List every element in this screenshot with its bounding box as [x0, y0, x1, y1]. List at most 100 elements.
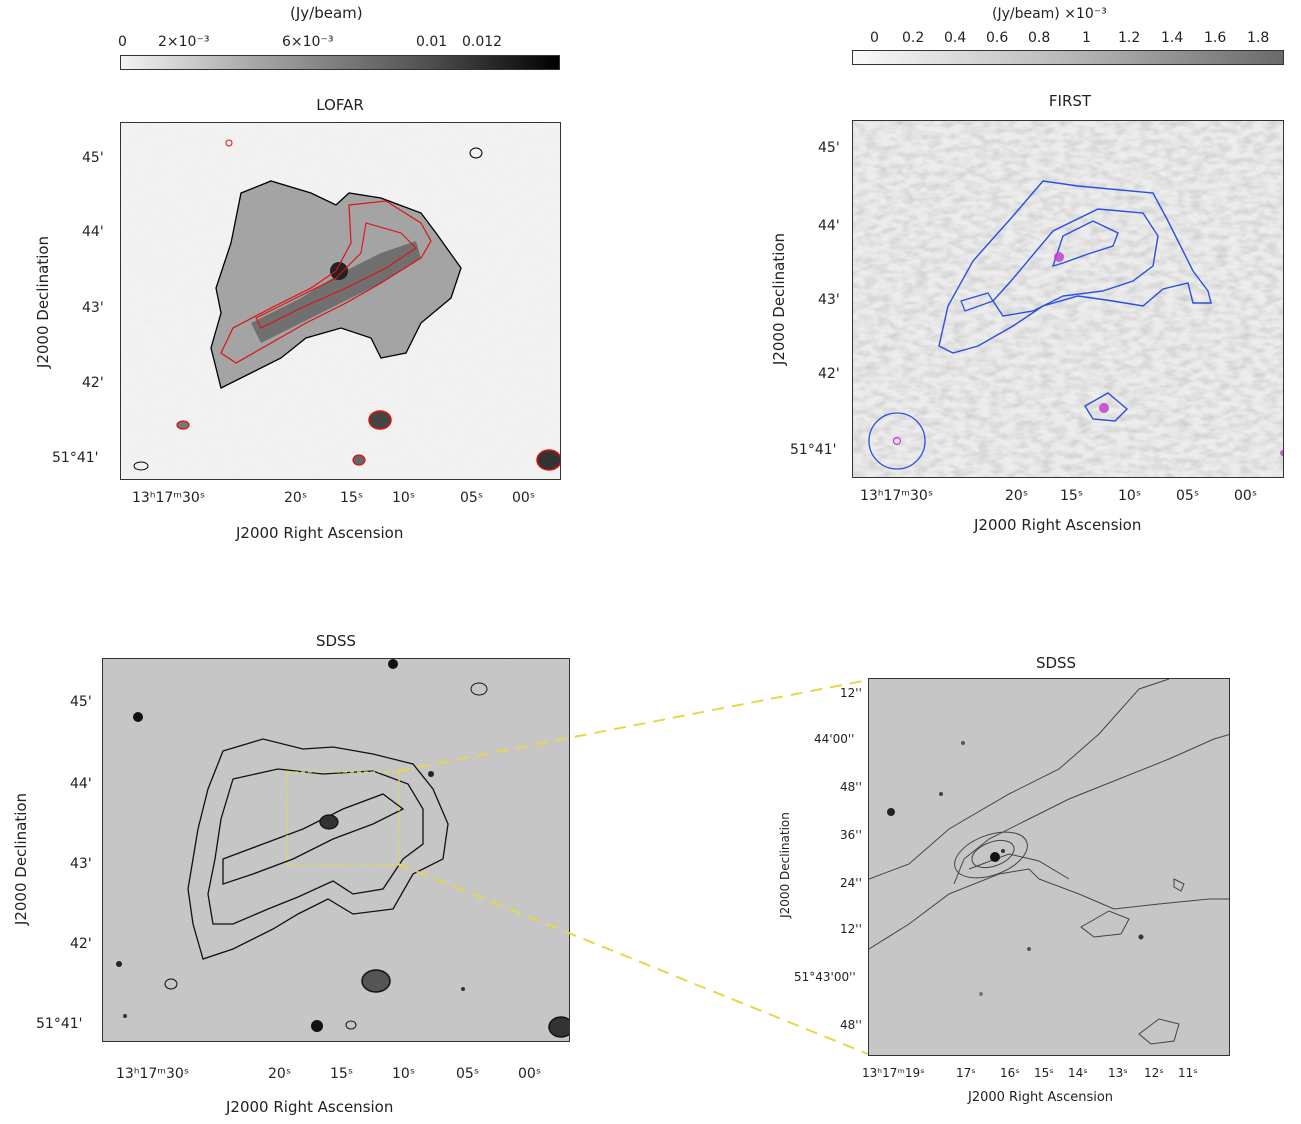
sdss-zoom-ytick-5: 12'' — [840, 922, 862, 936]
sdss-wide-ytick-0: 45' — [70, 694, 92, 710]
first-xtick-5: 00ˢ — [1234, 488, 1258, 504]
first-colorbar-tick-5: 1 — [1082, 30, 1091, 46]
sdss-wide-xlabel: J2000 Right Ascension — [226, 1098, 394, 1116]
sdss-zoom-xtick-2: 16ˢ — [1000, 1066, 1020, 1080]
lofar-colorbar-tick-3: 0.01 — [416, 34, 448, 50]
lofar-xtick-0: 13ʰ17ᵐ30ˢ — [132, 490, 206, 506]
first-image — [852, 120, 1284, 478]
lofar-colorbar — [120, 55, 560, 70]
lofar-ytick-0: 45' — [82, 150, 104, 166]
lofar-colorbar-unit: (Jy/beam) — [290, 4, 363, 22]
sdss-wide-title: SDSS — [315, 632, 357, 650]
sdss-zoom-ylabel: J2000 Declination — [778, 812, 792, 918]
first-xtick-1: 20ˢ — [1005, 488, 1029, 504]
lofar-source-1 — [368, 410, 392, 430]
lofar-contour-black — [210, 180, 462, 389]
sdss-wide-ytick-4: 51°41' — [36, 1016, 83, 1032]
first-source-core — [1054, 252, 1064, 262]
sdss-zoom-ytick-1: 44'00'' — [814, 732, 855, 746]
first-title: FIRST — [1048, 92, 1092, 110]
first-ytick-2: 43' — [818, 292, 840, 308]
first-contour-middle — [992, 208, 1159, 317]
lofar-xtick-1: 20ˢ — [284, 490, 308, 506]
lofar-ytick-1: 44' — [82, 224, 104, 240]
sdss-zoom-xtick-7: 11ˢ — [1178, 1066, 1198, 1080]
sdss-zoom-ytick-7: 48'' — [840, 1018, 862, 1032]
sdss-zoom-xtick-0: 13ʰ17ᵐ19ˢ — [862, 1066, 925, 1080]
sdss-wide-source-1 — [361, 969, 391, 993]
first-ytick-0: 45' — [818, 140, 840, 156]
first-colorbar-tick-2: 0.4 — [944, 30, 967, 46]
sdss-zoom-xtick-6: 12ˢ — [1144, 1066, 1164, 1080]
lofar-ytick-4: 51°41' — [52, 450, 99, 466]
sdss-zoom-image — [868, 678, 1230, 1056]
first-colorbar-tick-9: 1.8 — [1247, 30, 1270, 46]
sdss-wide-ytick-3: 42' — [70, 936, 92, 952]
first-ylabel: J2000 Declination — [770, 232, 788, 366]
first-ytick-3: 42' — [818, 366, 840, 382]
sdss-zoom-ytick-4: 24'' — [840, 876, 862, 890]
first-xtick-2: 15ˢ — [1060, 488, 1084, 504]
sdss-wide-zoom-box — [286, 771, 400, 866]
sdss-zoom-ytick-2: 48'' — [840, 780, 862, 794]
first-colorbar — [852, 50, 1284, 65]
sdss-zoom-ytick-6: 51°43'00'' — [794, 970, 856, 984]
sdss-wide-xtick-0: 13ʰ17ᵐ30ˢ — [116, 1066, 190, 1082]
first-ytick-4: 51°41' — [790, 442, 837, 458]
sdss-wide-xtick-3: 10ˢ — [392, 1066, 416, 1082]
sdss-wide-xtick-4: 05ˢ — [456, 1066, 480, 1082]
lofar-xtick-5: 00ˢ — [512, 490, 536, 506]
first-colorbar-tick-8: 1.6 — [1204, 30, 1227, 46]
sdss-zoom-xtick-5: 13ˢ — [1108, 1066, 1128, 1080]
sdss-wide-xtick-1: 20ˢ — [268, 1066, 292, 1082]
first-xtick-4: 05ˢ — [1176, 488, 1200, 504]
sdss-zoom-ytick-3: 36'' — [840, 828, 862, 842]
sdss-wide-ylabel: J2000 Declination — [12, 792, 30, 926]
first-colorbar-tick-1: 0.2 — [902, 30, 925, 46]
sdss-zoom-host-galaxy — [990, 852, 1000, 862]
sdss-zoom-xlabel: J2000 Right Ascension — [968, 1090, 1114, 1105]
lofar-contour-red-outer — [220, 200, 432, 364]
sdss-zoom-xtick-4: 14ˢ — [1068, 1066, 1088, 1080]
sdss-wide-image — [102, 658, 570, 1042]
first-colorbar-tick-6: 1.2 — [1118, 30, 1141, 46]
lofar-colorbar-tick-0: 0 — [118, 34, 127, 50]
lofar-ylabel: J2000 Declination — [34, 235, 52, 369]
sdss-zoom-contour-core-inner — [971, 839, 1015, 869]
first-colorbar-tick-4: 0.8 — [1028, 30, 1051, 46]
sdss-zoom-contour-upper — [869, 679, 1170, 880]
sdss-zoom-title: SDSS — [1035, 654, 1077, 672]
sdss-wide-contour-outer — [187, 738, 449, 960]
sdss-zoom-contour-lower — [869, 868, 1229, 950]
lofar-colorbar-tick-4: 0.012 — [462, 34, 503, 50]
first-contour-outer — [938, 180, 1212, 354]
first-colorbar-unit: (Jy/beam) ×10⁻³ — [992, 6, 1107, 22]
lofar-contour-red-inner — [255, 222, 417, 329]
first-source-compact — [1099, 403, 1109, 413]
lofar-title: LOFAR — [316, 96, 364, 114]
first-colorbar-tick-3: 0.6 — [986, 30, 1009, 46]
sdss-wide-xtick-2: 15ˢ — [330, 1066, 354, 1082]
lofar-ytick-2: 43' — [82, 300, 104, 316]
first-colorbar-tick-7: 1.4 — [1161, 30, 1184, 46]
lofar-colorbar-tick-2: 6×10⁻³ — [282, 34, 334, 50]
sdss-wide-xtick-5: 00ˢ — [518, 1066, 542, 1082]
sdss-zoom-xtick-3: 15ˢ — [1034, 1066, 1054, 1080]
lofar-colorbar-tick-1: 2×10⁻³ — [158, 34, 210, 50]
sdss-zoom-ytick-0: 12'' — [840, 686, 862, 700]
first-beam-circle — [868, 412, 926, 470]
lofar-xlabel: J2000 Right Ascension — [236, 524, 404, 542]
sdss-wide-contour-middle — [207, 768, 424, 925]
sdss-wide-contour-inner — [222, 793, 405, 885]
sdss-wide-ytick-2: 43' — [70, 856, 92, 872]
lofar-xtick-2: 15ˢ — [340, 490, 364, 506]
lofar-core — [330, 262, 348, 280]
first-xtick-0: 13ʰ17ᵐ30ˢ — [860, 488, 934, 504]
sdss-wide-ytick-1: 44' — [70, 776, 92, 792]
lofar-xtick-3: 10ˢ — [392, 490, 416, 506]
sdss-zoom-contour-core-outer — [954, 831, 1028, 879]
first-contour-compact — [1084, 392, 1129, 422]
lofar-ytick-3: 42' — [82, 375, 104, 391]
sdss-zoom-xtick-1: 17ˢ — [956, 1066, 976, 1080]
first-xtick-3: 10ˢ — [1118, 488, 1142, 504]
